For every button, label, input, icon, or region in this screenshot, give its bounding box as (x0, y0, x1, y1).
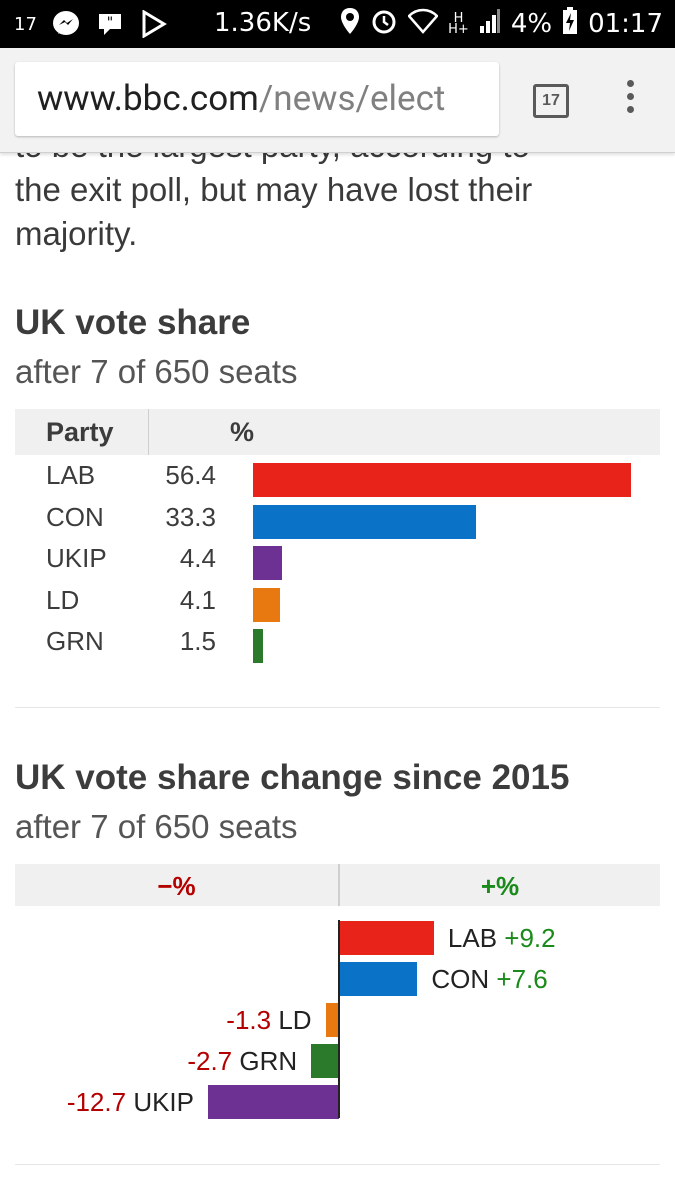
clock-time: 01:17 (588, 9, 663, 39)
bar-ukip (253, 546, 283, 580)
header-divider (148, 409, 149, 455)
bar-grn (253, 629, 264, 663)
party-value-lab: 56.4 (165, 460, 216, 490)
change-bar-con (339, 962, 418, 996)
chat-quote-icon: " (95, 9, 125, 39)
overflow-menu-icon[interactable] (623, 80, 637, 120)
browser-toolbar: www.bbc.com/news/elect 17 (0, 48, 675, 153)
change-label-grn: -2.7 GRN (187, 1044, 297, 1078)
change-party: LAB (447, 923, 498, 953)
network-type-bottom: H+ (448, 22, 469, 37)
party-label-lab: LAB (46, 460, 96, 490)
signal-icon (479, 8, 501, 41)
header-percent: % (230, 417, 255, 447)
change-value: +9.2 (504, 923, 556, 953)
vote-change-title: UK vote share change since 2015 (15, 758, 570, 797)
status-bar: 17 " 1.36K/s H H+ 4% (0, 0, 675, 48)
messenger-icon (51, 9, 81, 39)
header-negative: −% (157, 871, 196, 901)
network-type-top: H (453, 11, 464, 26)
vote-share-subtitle: after 7 of 650 seats (15, 353, 298, 390)
vote-share-header: Party % (15, 409, 660, 455)
change-label-lab: LAB +9.2 (448, 921, 556, 955)
change-label-con: CON +7.6 (431, 962, 547, 996)
party-label-con: CON (46, 501, 104, 532)
network-type: H H+ (448, 11, 469, 37)
change-bar-lab (339, 921, 434, 955)
party-value-ld: 4.1 (179, 584, 216, 615)
zero-axis (338, 920, 340, 1118)
change-value: -1.3 (226, 1005, 272, 1035)
party-value-grn: 1.5 (179, 626, 216, 656)
battery-percent: 4% (510, 9, 553, 39)
header-divider (338, 864, 340, 906)
battery-charging-icon (562, 6, 578, 42)
url-bar[interactable]: www.bbc.com/news/elect (15, 62, 499, 136)
intro-visible-text: the exit poll, but may have lost their m… (15, 171, 533, 252)
change-value: -2.7 (187, 1046, 233, 1076)
change-label-ld: -1.3 LD (226, 1003, 311, 1037)
party-value-ukip: 4.4 (179, 543, 216, 573)
network-speed: 1.36K/s (214, 8, 312, 38)
wifi-icon (407, 8, 439, 41)
change-party: GRN (239, 1046, 298, 1076)
bar-con (253, 504, 477, 539)
bar-ld (253, 587, 281, 622)
party-label-grn: GRN (46, 626, 104, 656)
change-value: +7.6 (496, 964, 548, 994)
url-domain: www.bbc.com (37, 78, 259, 119)
svg-text:": " (107, 15, 113, 31)
change-party: LD (278, 1005, 312, 1035)
header-party: Party (46, 417, 114, 447)
alarm-icon (370, 7, 398, 42)
change-label-ukip: -12.7 UKIP (67, 1085, 194, 1119)
notification-count: 17 (14, 13, 37, 35)
header-positive: +% (480, 871, 520, 901)
change-party: UKIP (133, 1087, 194, 1117)
bar-lab (253, 463, 631, 497)
vote-change-header: −% +% (15, 864, 660, 906)
vote-change-subtitle: after 7 of 650 seats (15, 808, 298, 845)
party-label-ld: LD (46, 584, 80, 615)
party-label-ukip: UKIP (46, 543, 107, 573)
change-bar-ld (325, 1003, 339, 1037)
change-value: -12.7 (66, 1087, 127, 1117)
change-party: CON (431, 964, 490, 994)
section-divider (15, 707, 660, 708)
vote-share-title: UK vote share (15, 303, 251, 342)
location-icon (340, 7, 360, 42)
section-divider-bottom (15, 1164, 660, 1165)
change-bar-grn (311, 1044, 339, 1078)
change-bar-ukip (208, 1085, 339, 1119)
play-store-icon (139, 9, 169, 39)
party-value-con: 33.3 (165, 501, 216, 532)
url-path: /news/elect (258, 78, 446, 119)
tab-switcher-button[interactable]: 17 (533, 84, 569, 118)
